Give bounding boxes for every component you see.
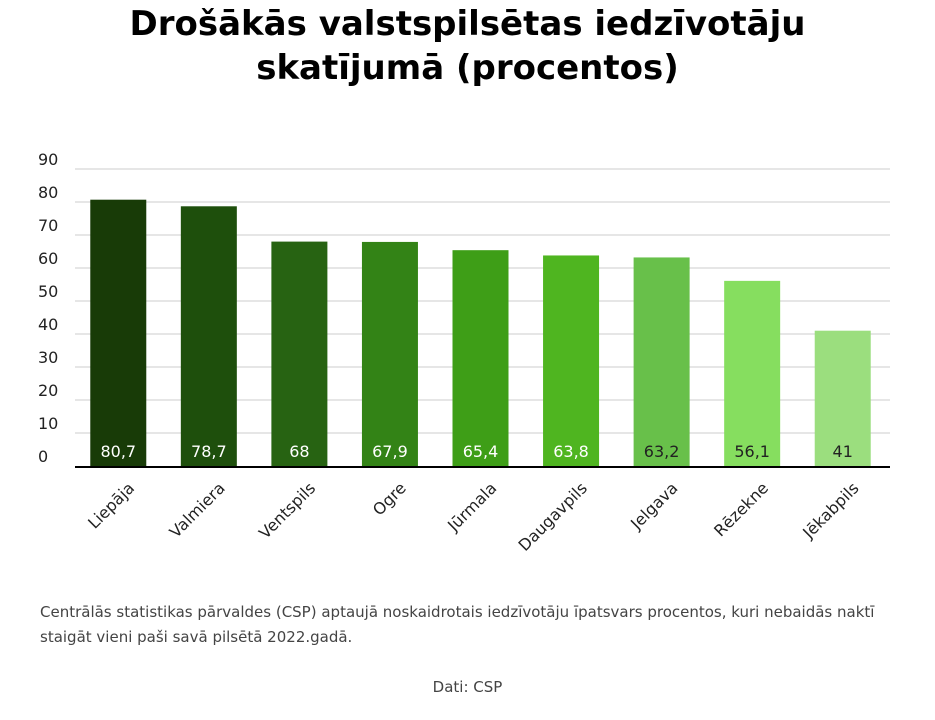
y-tick-label: 30	[38, 348, 58, 367]
x-tick-label: Daugavpils	[515, 478, 591, 554]
y-tick-label: 50	[38, 282, 58, 301]
x-axis: Liepāja Valmiera Ventspils Ogre Jūrmala Dauga…	[75, 466, 890, 555]
data-label: 65,4	[463, 442, 499, 461]
x-tick-label: Jūrmala	[443, 478, 500, 535]
bars: 80,7 78,7 68 67,9 65,4 63,8 63,2 56,1 41	[90, 199, 871, 467]
data-label: 41	[833, 442, 853, 461]
bar	[452, 250, 509, 466]
data-source: Dati: CSP	[432, 678, 503, 696]
bar	[814, 330, 871, 466]
chart-title: Drošākās valstspilsētas iedzīvotāju skat…	[0, 2, 935, 90]
bar	[361, 241, 418, 466]
bar	[543, 255, 600, 466]
x-tick-label: Rēzekne	[710, 478, 772, 540]
y-tick-label: 40	[38, 315, 58, 334]
bar	[271, 241, 328, 466]
y-tick-label: 0	[38, 447, 48, 466]
bar	[724, 280, 781, 466]
data-label: 67,9	[372, 442, 408, 461]
data-label: 68	[289, 442, 309, 461]
x-tick-label: Ventspils	[255, 478, 319, 542]
data-label: 80,7	[100, 442, 136, 461]
y-tick-label: 90	[38, 150, 58, 169]
chart-title-line2: skatījumā (procentos)	[256, 48, 679, 88]
y-tick-label: 10	[38, 414, 58, 433]
data-label: 63,8	[553, 442, 589, 461]
x-tick-label: Jelgava	[626, 478, 681, 533]
chart-caption: Centrālās statistikas pārvaldes (CSP) ap…	[40, 603, 875, 646]
y-axis: 0 10 20 30 40 50 60 70 80 90	[38, 150, 58, 466]
x-tick-label: Jēkabpils	[798, 478, 862, 542]
data-label: 56,1	[734, 442, 770, 461]
chart-title-line1: Drošākās valstspilsētas iedzīvotāju	[129, 4, 806, 44]
y-tick-label: 70	[38, 216, 58, 235]
bar	[633, 257, 690, 466]
y-tick-label: 60	[38, 249, 58, 268]
bar	[90, 199, 147, 466]
x-tick-label: Valmiera	[166, 478, 229, 541]
y-tick-label: 80	[38, 183, 58, 202]
bar	[180, 206, 237, 467]
x-tick-label: Liepāja	[84, 478, 138, 532]
data-label: 63,2	[644, 442, 680, 461]
bar-chart: 0 10 20 30 40 50 60 70 80 90 80,7 78,7 68 67,9 65,4 63…	[38, 150, 890, 555]
x-tick-label: Ogre	[369, 478, 410, 519]
y-tick-label: 20	[38, 381, 58, 400]
data-label: 78,7	[191, 442, 227, 461]
